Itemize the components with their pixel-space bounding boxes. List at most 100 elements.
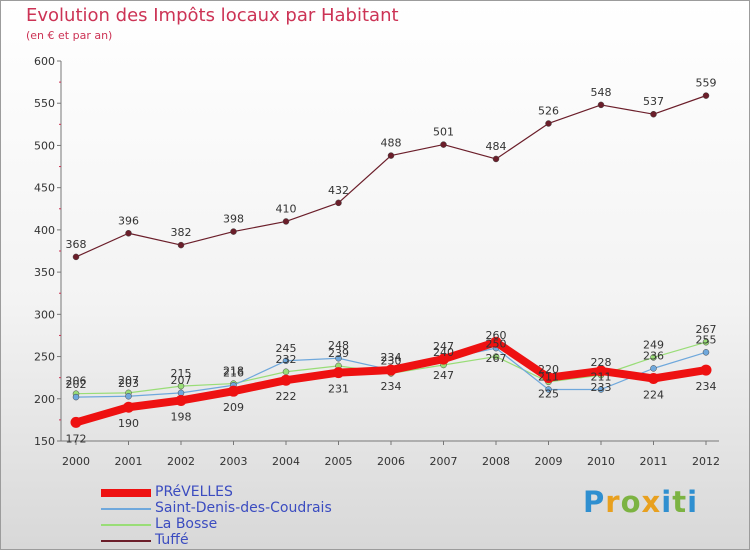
data-label-la-bosse: 239 — [328, 347, 349, 360]
point-la-bosse — [282, 368, 290, 376]
data-label-prevelles: 209 — [223, 401, 244, 414]
data-label-la-bosse: 207 — [118, 374, 139, 387]
point-saint-denis-des-coudrais — [335, 354, 342, 362]
legend-swatch — [101, 508, 151, 510]
logo-letter: i — [687, 485, 699, 519]
point-prevelles — [228, 385, 239, 397]
point-la-bosse — [650, 354, 657, 361]
data-label-saint-denis-des-coudrais: 248 — [328, 339, 349, 352]
point-prevelles — [280, 374, 292, 386]
x-tick-label: 2002 — [167, 455, 195, 468]
x-tick-label: 2000 — [62, 455, 90, 468]
point-prevelles — [700, 364, 712, 376]
data-label-saint-denis-des-coudrais: 260 — [486, 329, 507, 342]
data-label-prevelles: 231 — [328, 383, 349, 396]
data-label-prevelles: 233 — [591, 381, 612, 394]
data-label-tuffe: 484 — [486, 140, 507, 153]
legend-swatch — [101, 489, 151, 497]
data-label-prevelles: 222 — [276, 390, 297, 403]
x-tick-label: 2001 — [115, 455, 143, 468]
logo-letter: t — [672, 485, 688, 519]
point-tuffe — [545, 120, 552, 127]
y-tick-label: 350 — [34, 266, 55, 279]
logo-letter: o — [620, 485, 642, 519]
data-label-saint-denis-des-coudrais: 255 — [696, 333, 717, 346]
data-label-tuffe: 537 — [643, 95, 664, 108]
point-la-bosse — [492, 353, 500, 360]
data-label-tuffe: 410 — [276, 202, 297, 215]
point-tuffe — [335, 199, 342, 207]
data-label-prevelles: 172 — [66, 432, 87, 445]
legend-label: La Bosse — [155, 516, 218, 532]
data-label-saint-denis-des-coudrais: 207 — [171, 374, 192, 387]
data-label-tuffe: 368 — [66, 238, 87, 251]
x-tick-label: 2005 — [325, 455, 353, 468]
y-tick-label: 600 — [34, 55, 55, 68]
data-label-saint-denis-des-coudrais: 202 — [66, 378, 87, 391]
x-tick-label: 2006 — [377, 455, 405, 468]
data-label-prevelles: 234 — [381, 380, 402, 393]
legend-label: Tuffé — [155, 532, 189, 548]
data-label-prevelles: 234 — [696, 380, 717, 393]
x-tick-label: 2010 — [587, 455, 615, 468]
y-tick-label: 400 — [34, 224, 55, 237]
legend-swatch — [101, 540, 151, 542]
point-saint-denis-des-coudrais — [545, 386, 552, 393]
y-tick-label: 150 — [34, 435, 55, 448]
point-saint-denis-des-coudrais — [72, 393, 80, 401]
point-tuffe — [387, 152, 395, 159]
point-tuffe — [440, 141, 447, 148]
x-tick-label: 2008 — [482, 455, 510, 468]
point-tuffe — [125, 230, 132, 237]
point-saint-denis-des-coudrais — [650, 365, 657, 372]
point-prevelles — [385, 364, 397, 376]
data-label-prevelles: 225 — [538, 388, 559, 401]
data-label-prevelles: 247 — [433, 369, 454, 382]
data-label-la-bosse: 240 — [433, 346, 454, 359]
data-label-la-bosse: 220 — [538, 363, 559, 376]
point-la-bosse — [177, 382, 185, 390]
point-prevelles — [648, 373, 659, 385]
data-label-la-bosse: 206 — [66, 375, 87, 388]
point-tuffe — [492, 155, 500, 163]
x-tick-label: 2009 — [535, 455, 563, 468]
data-label-tuffe: 526 — [538, 104, 559, 117]
y-tick-label: 250 — [34, 351, 55, 364]
point-prevelles — [333, 367, 344, 379]
point-tuffe — [72, 253, 80, 261]
data-label-tuffe: 559 — [696, 77, 717, 90]
chart-subtitle: (en € et par an) — [26, 29, 113, 42]
point-prevelles — [123, 401, 134, 413]
data-label-prevelles: 190 — [118, 417, 139, 430]
point-saint-denis-des-coudrais — [702, 349, 710, 356]
data-label-saint-denis-des-coudrais: 236 — [643, 349, 664, 362]
y-tick-label: 550 — [34, 97, 55, 110]
x-tick-label: 2007 — [430, 455, 458, 468]
data-label-tuffe: 398 — [223, 213, 244, 226]
point-prevelles — [595, 365, 607, 377]
point-tuffe — [282, 218, 290, 225]
x-tick-label: 2003 — [220, 455, 248, 468]
data-label-la-bosse: 230 — [381, 354, 402, 367]
x-tick-label: 2011 — [640, 455, 668, 468]
data-label-tuffe: 488 — [381, 137, 402, 150]
data-label-saint-denis-des-coudrais: 203 — [118, 377, 139, 390]
point-prevelles — [70, 416, 82, 428]
data-label-saint-denis-des-coudrais: 216 — [223, 366, 244, 379]
point-prevelles — [438, 353, 449, 365]
data-label-saint-denis-des-coudrais: 245 — [276, 342, 297, 355]
data-label-saint-denis-des-coudrais: 211 — [538, 370, 559, 383]
point-prevelles — [490, 336, 502, 348]
data-label-tuffe: 396 — [118, 214, 139, 227]
point-tuffe — [702, 92, 710, 99]
y-tick-label: 450 — [34, 182, 55, 195]
data-label-saint-denis-des-coudrais: 247 — [433, 340, 454, 353]
logo-letter: x — [641, 485, 662, 519]
point-la-bosse — [702, 338, 710, 346]
y-tick-label: 200 — [34, 393, 55, 406]
logo-letter: i — [661, 485, 673, 519]
data-label-tuffe: 432 — [328, 184, 349, 197]
data-label-prevelles: 267 — [486, 352, 507, 365]
